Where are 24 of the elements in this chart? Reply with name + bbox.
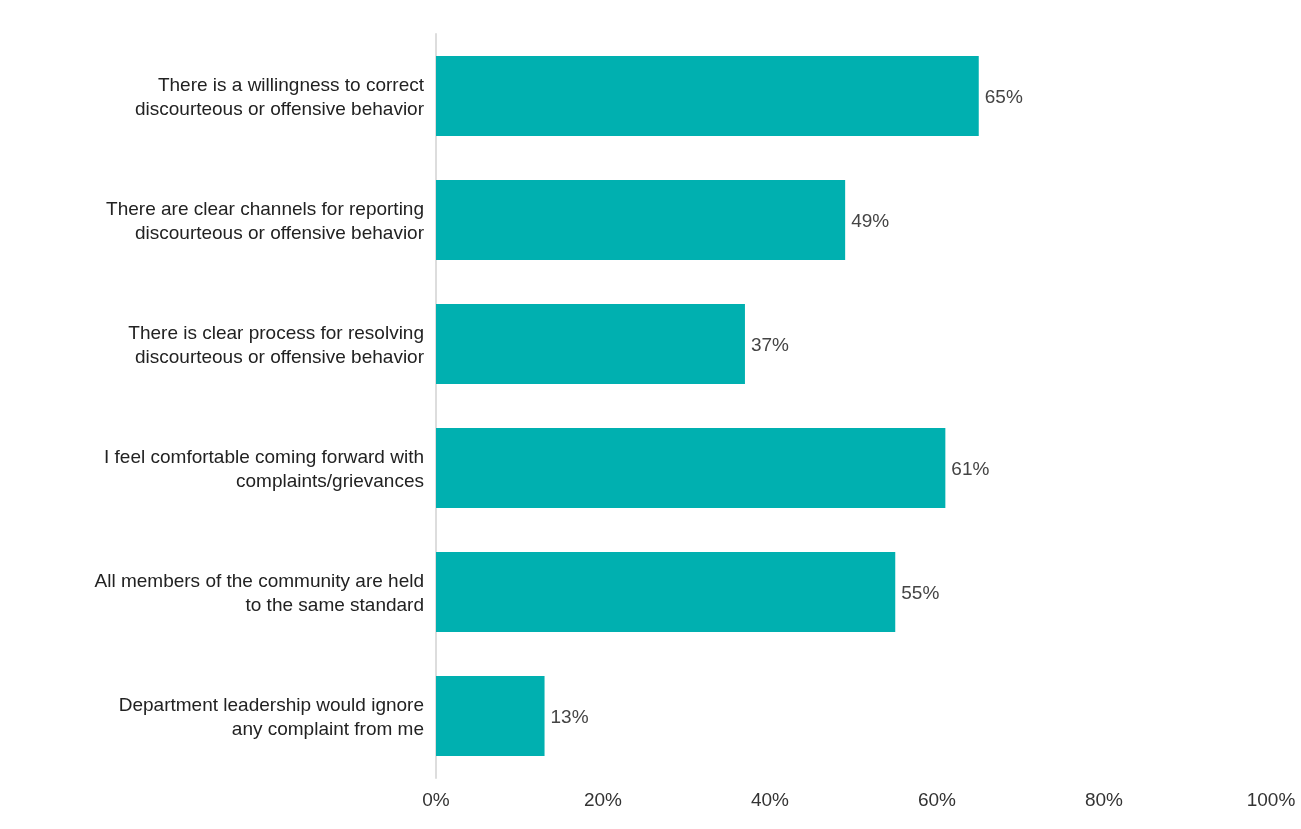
bar [436,56,979,136]
data-label: 55% [901,581,940,603]
y-tick-label: There is clear process for resolving discourteous or offensive behavior [128,321,425,367]
data-label: 49% [851,209,890,231]
x-tick-label: 20% [583,789,623,810]
x-tick-label: 40% [750,789,790,810]
y-tick-label: There are clear channels for reporting discourteous or offensive behavior [106,197,425,243]
y-tick-label: All members of the community are held to the same standard [94,569,424,615]
data-label: 37% [750,333,790,355]
y-tick-label: Department leadership would ignore any complaint from me [118,693,424,739]
y-tick-label: I feel comfortable coming forward with complaints/grievances [104,445,424,491]
data-label: 61% [951,457,990,479]
data-label: 65% [984,85,1023,107]
x-tick-label: 80% [1084,789,1124,810]
y-tick-label: There is a willingness to correct discourteous or offensive behavior [134,73,425,119]
x-tick-label: 100% [1246,789,1296,810]
x-tick-label: 0% [422,789,450,810]
bar [436,304,745,384]
bar [436,552,896,632]
data-label: 13% [550,705,589,727]
x-tick-label: 60% [917,789,957,810]
bar [436,428,946,508]
bar [436,676,545,756]
bar [436,180,846,260]
